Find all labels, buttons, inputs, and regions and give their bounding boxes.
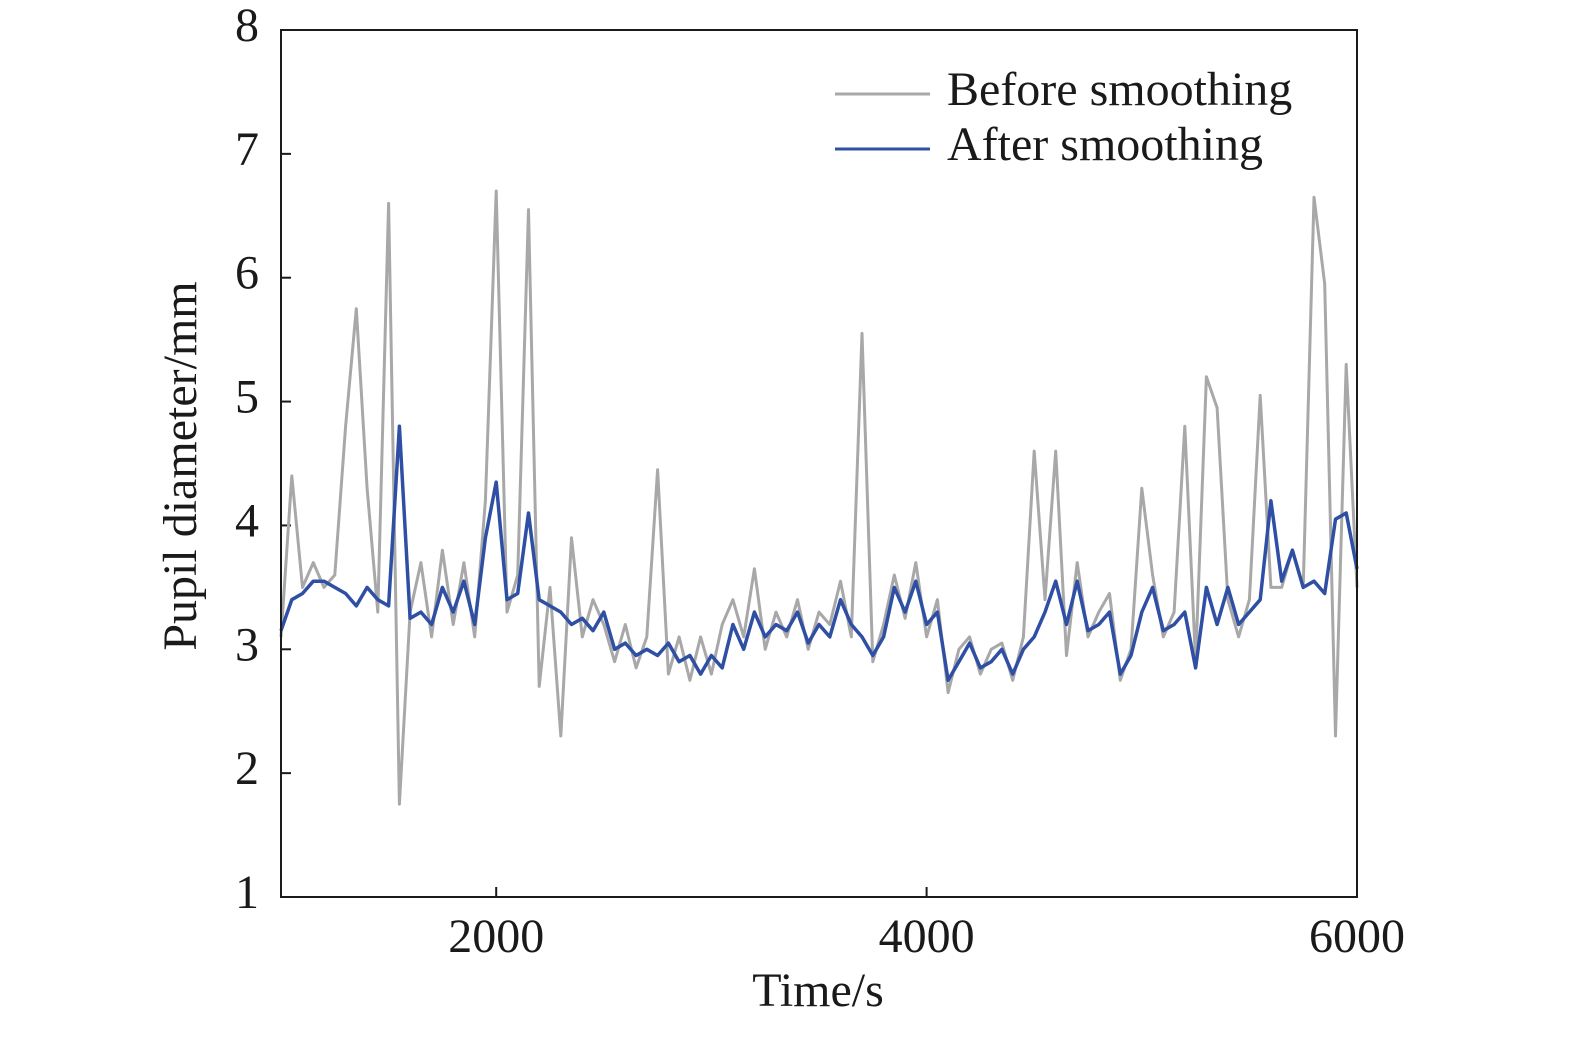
x-axis-label: Time/s: [752, 964, 884, 1017]
y-tick-label: 1: [235, 866, 259, 919]
legend-label: After smoothing: [947, 118, 1263, 171]
y-tick-label: 2: [235, 742, 259, 795]
y-tick-label: 5: [235, 371, 259, 424]
plot-frame: [280, 29, 1358, 898]
data-line: [279, 424, 1359, 683]
x-tick-label: 6000: [1309, 910, 1405, 963]
legend-label: Before smoothing: [947, 63, 1292, 116]
x-tick-label: 4000: [879, 910, 975, 963]
y-tick-label: 8: [235, 0, 259, 52]
y-tick-label: 3: [235, 618, 259, 671]
y-tick-label: 4: [235, 494, 259, 547]
y-tick-label: 6: [235, 247, 259, 300]
y-tick-label: 7: [235, 123, 259, 176]
y-axis-label: Pupil diameter/mm: [154, 281, 207, 650]
data-line: [279, 189, 1359, 806]
x-tick-label: 2000: [448, 910, 544, 963]
